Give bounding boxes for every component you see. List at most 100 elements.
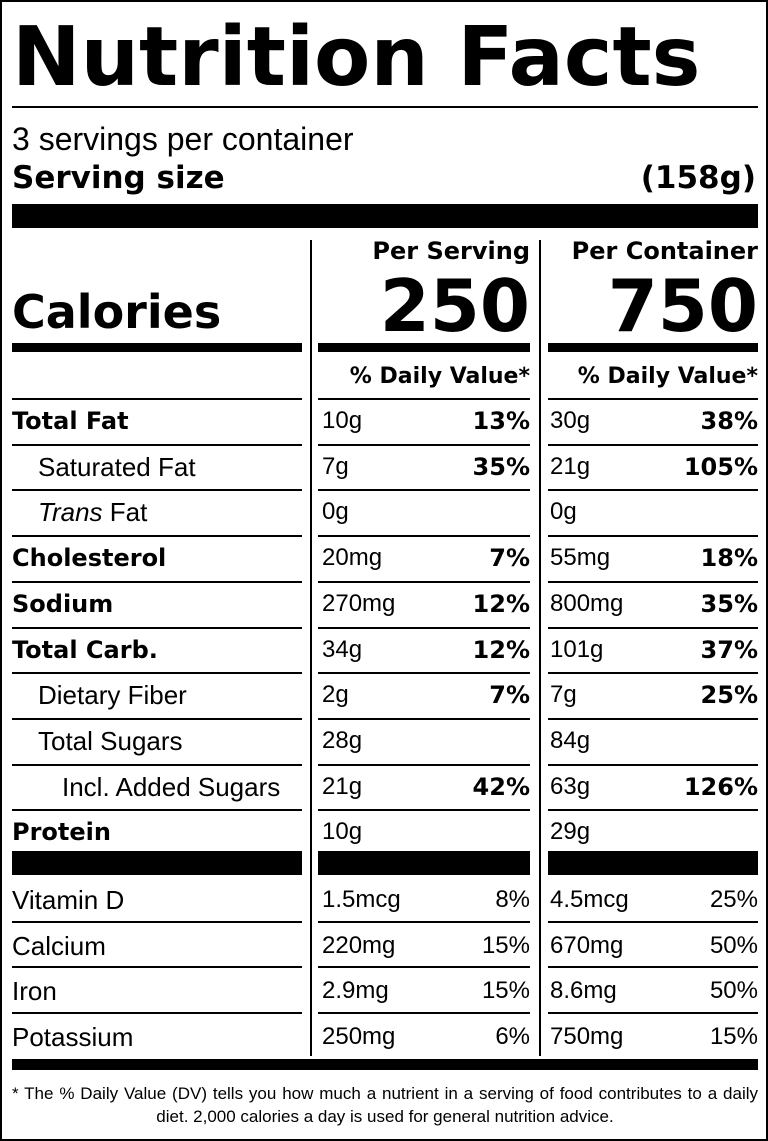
- row-divider: [12, 398, 302, 400]
- nutrient-name: Sodium: [12, 589, 114, 618]
- container-amount: 4.5mcg: [550, 886, 629, 913]
- serving-amount: 10g: [322, 407, 363, 434]
- row-divider: [12, 1011, 302, 1014]
- row-divider: [548, 535, 758, 538]
- row-divider: [548, 443, 758, 446]
- row-divider: [318, 535, 530, 538]
- nutrient-name: Cholesterol: [12, 544, 167, 573]
- row-divider: [548, 717, 758, 720]
- container-amount: 7g: [550, 681, 577, 709]
- serving-daily-value: 13%: [472, 407, 530, 435]
- row-divider: [318, 489, 530, 492]
- container-amount: 84g: [550, 726, 591, 754]
- nutrient-name: Incl. Added Sugars: [62, 771, 281, 802]
- container-amount: 800mg: [550, 589, 624, 617]
- serving-amount: 28g: [322, 726, 363, 754]
- serving-amount: 10g: [322, 818, 363, 846]
- row-divider: [12, 920, 302, 923]
- row-divider: [318, 966, 530, 968]
- serving-amount: 7g: [322, 452, 349, 480]
- bottom-thick-bar: [12, 1059, 758, 1070]
- container-amount: 750mg: [550, 1022, 624, 1050]
- row-divider: [12, 535, 302, 538]
- vitamin-thick-bar: [548, 851, 758, 875]
- row-divider: [318, 580, 530, 583]
- calories-bar-mid: [318, 343, 530, 352]
- row-divider: [12, 672, 302, 675]
- container-amount: 670mg: [550, 931, 624, 959]
- container-amount: 29g: [550, 818, 591, 846]
- nutrient-name: Protein: [12, 818, 111, 847]
- title-divider: [12, 106, 758, 108]
- serving-daily-value: 8%: [495, 886, 530, 913]
- serving-amount: 2g: [322, 681, 349, 709]
- calories-bar-left: [12, 343, 302, 352]
- row-divider: [318, 443, 530, 446]
- container-daily-value: 15%: [709, 1022, 758, 1050]
- container-amount: 101g: [550, 635, 604, 663]
- serving-amount: 0g: [322, 498, 349, 526]
- serving-size-value: (158g): [640, 160, 756, 196]
- per-container-header: Per Container: [571, 237, 758, 265]
- vitamin-thick-bar: [318, 851, 530, 875]
- row-divider: [548, 672, 758, 675]
- nutrient-name: Total Carb.: [12, 635, 158, 664]
- serving-daily-value: 35%: [472, 452, 530, 481]
- calories-per-serving: 250: [379, 264, 530, 348]
- row-divider: [318, 1011, 530, 1014]
- calories-bar-right: [548, 343, 758, 352]
- serving-amount: 1.5mcg: [322, 886, 401, 913]
- serving-daily-value: 7%: [489, 544, 530, 573]
- serving-amount: 20mg: [322, 544, 383, 572]
- serving-amount: 21g: [322, 772, 363, 800]
- daily-value-header-serving: % Daily Value*: [349, 364, 530, 389]
- container-daily-value: 18%: [700, 544, 758, 573]
- serving-amount: 34g: [322, 635, 363, 663]
- container-daily-value: 105%: [683, 452, 758, 481]
- serving-amount: 270mg: [322, 589, 396, 617]
- serving-daily-value: 12%: [472, 589, 530, 618]
- row-divider: [548, 920, 758, 923]
- container-amount: 63g: [550, 772, 591, 800]
- row-divider: [318, 626, 530, 629]
- serving-daily-value: 7%: [489, 681, 530, 710]
- container-daily-value: 126%: [683, 772, 758, 801]
- row-divider: [548, 809, 758, 812]
- nutrient-name: Dietary Fiber: [38, 680, 187, 711]
- nutrient-name: Vitamin D: [12, 885, 125, 915]
- calories-per-container: 750: [607, 264, 758, 348]
- nutrient-name-rest: Fat: [102, 497, 148, 528]
- servings-per-container: 3 servings per container: [12, 121, 354, 157]
- vitamin-thick-bar: [12, 851, 302, 875]
- row-divider: [548, 763, 758, 766]
- row-divider: [548, 580, 758, 583]
- serving-daily-value: 6%: [495, 1022, 530, 1050]
- row-divider: [12, 489, 302, 492]
- row-divider: [548, 489, 758, 492]
- container-amount: 0g: [550, 498, 577, 526]
- container-daily-value: 50%: [709, 977, 758, 1004]
- serving-amount: 2.9mg: [322, 977, 389, 1004]
- serving-amount: 250mg: [322, 1022, 396, 1050]
- row-divider: [12, 626, 302, 629]
- container-amount: 21g: [550, 452, 591, 480]
- daily-value-footnote: * The % Daily Value (DV) tells you how m…: [12, 1084, 758, 1126]
- row-divider: [12, 717, 302, 720]
- calories-label: Calories: [12, 285, 222, 339]
- nutrient-name: Potassium: [12, 1021, 134, 1052]
- row-divider: [318, 763, 530, 766]
- serving-size-label: Serving size: [12, 160, 225, 196]
- row-divider: [318, 672, 530, 675]
- row-divider: [548, 626, 758, 629]
- container-daily-value: 35%: [700, 589, 758, 618]
- row-divider: [12, 966, 302, 968]
- container-amount: 55mg: [550, 544, 611, 572]
- per-serving-header: Per Serving: [372, 237, 530, 265]
- row-divider: [318, 920, 530, 923]
- row-divider: [12, 580, 302, 583]
- container-daily-value: 25%: [709, 886, 758, 913]
- serving-amount: 220mg: [322, 931, 396, 959]
- row-divider: [12, 443, 302, 446]
- nutrient-name: Total Sugars: [38, 725, 183, 756]
